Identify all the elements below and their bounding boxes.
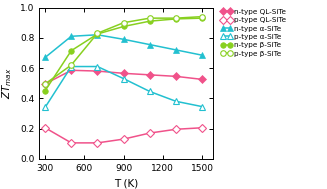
p-type α-SiTe [43, 106, 47, 108]
p-type β-SiTe [200, 15, 204, 18]
p-type β-SiTe [174, 17, 178, 19]
n-type QL-SiTe [43, 83, 47, 85]
p-type QL-SiTe [122, 138, 126, 140]
Line: p-type α-SiTe: p-type α-SiTe [43, 64, 205, 110]
p-type α-SiTe [174, 100, 178, 102]
n-type β-SiTe [148, 20, 152, 22]
p-type QL-SiTe [69, 142, 73, 144]
n-type β-SiTe [174, 18, 178, 20]
p-type α-SiTe [122, 77, 126, 80]
n-type β-SiTe [69, 50, 73, 52]
p-type β-SiTe [95, 32, 99, 34]
p-type α-SiTe [95, 65, 99, 68]
n-type β-SiTe [43, 90, 47, 92]
X-axis label: T (K): T (K) [114, 178, 138, 188]
Line: n-type α-SiTe: n-type α-SiTe [43, 32, 205, 60]
n-type QL-SiTe [174, 75, 178, 77]
Line: n-type QL-SiTe: n-type QL-SiTe [43, 67, 205, 87]
n-type α-SiTe [122, 38, 126, 40]
p-type β-SiTe [43, 83, 47, 85]
p-type α-SiTe [69, 65, 73, 68]
n-type QL-SiTe [148, 74, 152, 76]
Y-axis label: ZT$_{max}$: ZT$_{max}$ [1, 67, 14, 99]
n-type α-SiTe [43, 56, 47, 59]
p-type α-SiTe [200, 105, 204, 108]
n-type α-SiTe [174, 49, 178, 51]
n-type QL-SiTe [95, 70, 99, 72]
n-type α-SiTe [95, 34, 99, 36]
Line: p-type β-SiTe: p-type β-SiTe [43, 14, 205, 87]
p-type QL-SiTe [148, 132, 152, 134]
n-type α-SiTe [200, 54, 204, 56]
n-type α-SiTe [69, 35, 73, 37]
Line: p-type QL-SiTe: p-type QL-SiTe [43, 125, 205, 146]
n-type β-SiTe [122, 25, 126, 28]
Legend: n-type QL-SiTe, p-type QL-SiTe, n-type α-SiTe, p-type α-SiTe, n-type β-SiTe, p-t: n-type QL-SiTe, p-type QL-SiTe, n-type α… [220, 8, 287, 57]
p-type β-SiTe [148, 17, 152, 19]
p-type QL-SiTe [43, 127, 47, 129]
p-type α-SiTe [148, 90, 152, 93]
n-type α-SiTe [148, 43, 152, 46]
p-type QL-SiTe [200, 127, 204, 129]
n-type QL-SiTe [122, 72, 126, 74]
p-type QL-SiTe [174, 128, 178, 130]
p-type β-SiTe [122, 22, 126, 24]
n-type QL-SiTe [69, 69, 73, 71]
n-type β-SiTe [95, 33, 99, 35]
n-type QL-SiTe [200, 78, 204, 81]
n-type β-SiTe [200, 17, 204, 19]
Line: n-type β-SiTe: n-type β-SiTe [43, 15, 205, 94]
p-type QL-SiTe [95, 142, 99, 144]
p-type β-SiTe [69, 64, 73, 66]
